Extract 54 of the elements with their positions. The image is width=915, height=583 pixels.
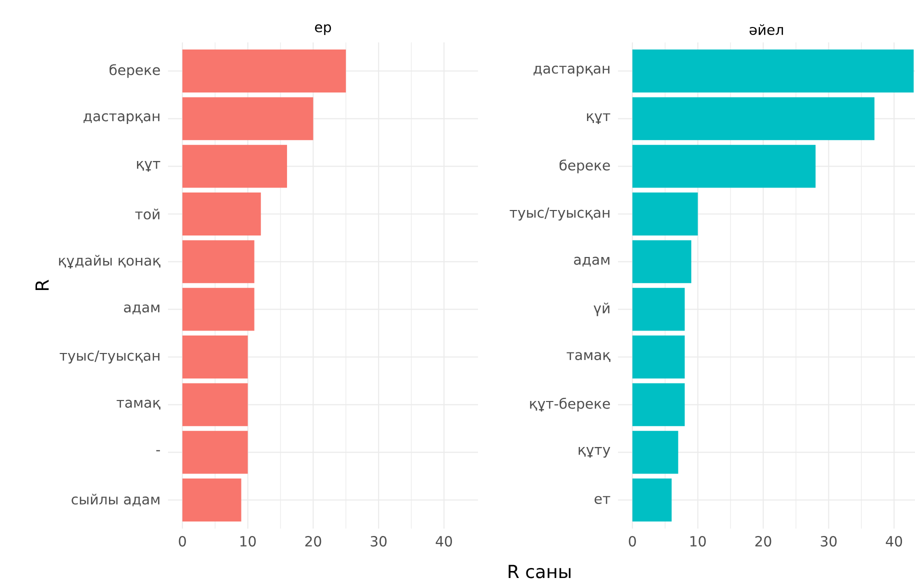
x-axis-title: R саны: [508, 564, 570, 578]
bar: [182, 192, 261, 236]
y-tick-label: адам: [574, 256, 610, 267]
y-tick-label: тамақ: [116, 400, 160, 410]
y-tick-label: адам: [124, 304, 160, 314]
bar: [632, 192, 698, 236]
chart-title: ер: [315, 24, 331, 36]
bar: [182, 288, 254, 331]
y-tick-label: құту: [578, 447, 610, 458]
bar: [632, 430, 678, 474]
bar: [632, 240, 692, 284]
bar: [182, 240, 254, 284]
bar: [632, 288, 685, 331]
x-tick-label: 20: [755, 536, 772, 547]
y-tick-label: құт: [137, 161, 160, 172]
x-tick-label: 40: [436, 536, 452, 547]
x-tick-label: 30: [370, 536, 387, 547]
x-tick-label: 0: [178, 536, 186, 547]
y-tick-label: сыйлы адам: [72, 494, 160, 506]
y-tick-label: ет: [594, 496, 610, 504]
x-tick-label: 0: [628, 536, 636, 547]
x-tick-label: 10: [240, 536, 256, 547]
y-tick-label: дастарқан: [84, 113, 160, 124]
x-tick-label: 20: [305, 536, 322, 547]
x-tick-label: 10: [690, 536, 706, 547]
bar: [632, 336, 685, 378]
y-tick-label: туыс/туысқан: [510, 207, 610, 221]
bar: [182, 430, 248, 474]
chart-title: әйел: [750, 24, 783, 36]
y-tick-label: дастарқан: [534, 66, 610, 76]
bar: [182, 97, 314, 140]
y-tick-label: береке: [110, 64, 160, 78]
y-tick-label: туыс/туысқан: [60, 350, 160, 364]
y-tick-label: құт: [587, 113, 610, 124]
y-tick-label: -: [156, 450, 160, 452]
y-axis-title: R: [36, 280, 49, 290]
bar: [182, 50, 346, 92]
bar: [182, 336, 248, 378]
bar: [182, 383, 248, 426]
y-tick-label: той: [135, 208, 160, 220]
x-tick-label: 30: [820, 536, 837, 547]
x-tick-label: 40: [886, 536, 902, 547]
bar: [632, 97, 874, 140]
y-tick-label: үй: [594, 302, 610, 316]
bar: [182, 478, 242, 522]
bar: [632, 478, 672, 522]
y-tick-label: тамақ: [566, 352, 610, 362]
y-tick-label: құт-береке: [530, 398, 610, 412]
y-tick-label: береке: [560, 159, 610, 174]
bar: [632, 383, 685, 426]
bar: [632, 144, 816, 188]
bar: [632, 50, 914, 92]
bar: [182, 144, 288, 188]
y-tick-label: құдайы қонақ: [59, 254, 160, 268]
